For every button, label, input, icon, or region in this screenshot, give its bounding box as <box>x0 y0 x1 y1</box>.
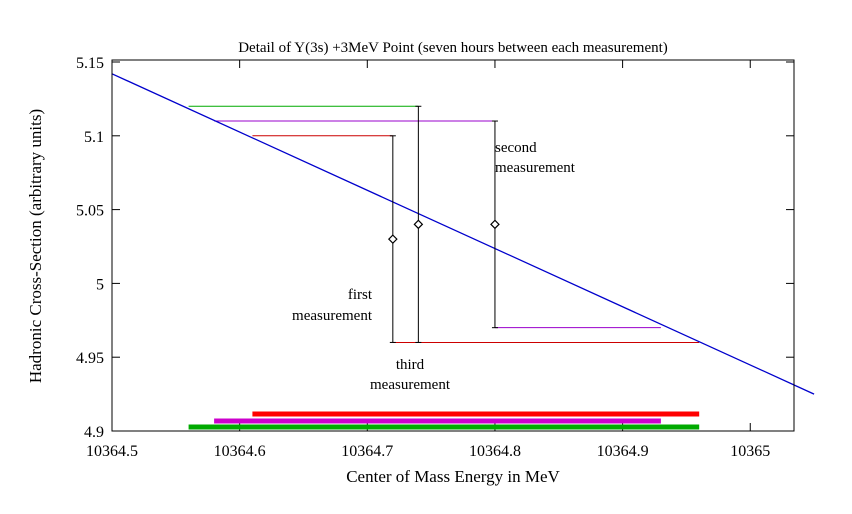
x-axis-label: Center of Mass Energy in MeV <box>346 467 560 486</box>
y-axis-label: Hadronic Cross-Section (arbitrary units) <box>26 109 45 383</box>
fit-layer <box>111 73 815 395</box>
x-tick-label: 10364.9 <box>597 443 649 460</box>
error-bars-layer <box>389 105 498 343</box>
x-tick-label: 10364.5 <box>86 443 138 460</box>
data-point-diamond <box>490 219 500 230</box>
ticks-layer: 10364.5 10364.6 10364.7 10364.8 10364.9 10365… <box>76 55 794 460</box>
x-tick-label: 10364.7 <box>341 443 393 460</box>
y-tick-label: 4.95 <box>76 350 104 367</box>
annotation-first-line2: measurement <box>292 308 373 324</box>
measurement-horizontal-lines <box>188 105 700 343</box>
annotation-second-line1: second <box>495 140 537 156</box>
y-tick-label: 5 <box>96 276 104 293</box>
annotation-first-line1: first <box>348 287 373 303</box>
energy-bars-layer <box>188 411 700 430</box>
y-tick-label: 5.15 <box>76 55 104 72</box>
annotation-third-line2: measurement <box>370 377 451 393</box>
x-tick-label: 10364.8 <box>469 443 521 460</box>
annotation-third-line1: third <box>396 357 425 373</box>
y-tick-label: 4.9 <box>84 424 104 441</box>
data-point-diamond <box>413 219 424 230</box>
y-tick-label: 5.1 <box>84 129 104 146</box>
plot-frame <box>111 59 795 432</box>
data-point-diamond <box>387 234 398 244</box>
points-layer <box>387 219 500 244</box>
x-tick-label: 10365 <box>730 443 770 460</box>
y-tick-label: 5.05 <box>76 203 104 220</box>
chart-title: Detail of Y(3s) +3MeV Point (seven hours… <box>238 40 668 56</box>
annotation-second-line2: measurement <box>495 160 576 176</box>
x-tick-label: 10364.6 <box>214 443 266 460</box>
fit-line <box>111 73 815 395</box>
